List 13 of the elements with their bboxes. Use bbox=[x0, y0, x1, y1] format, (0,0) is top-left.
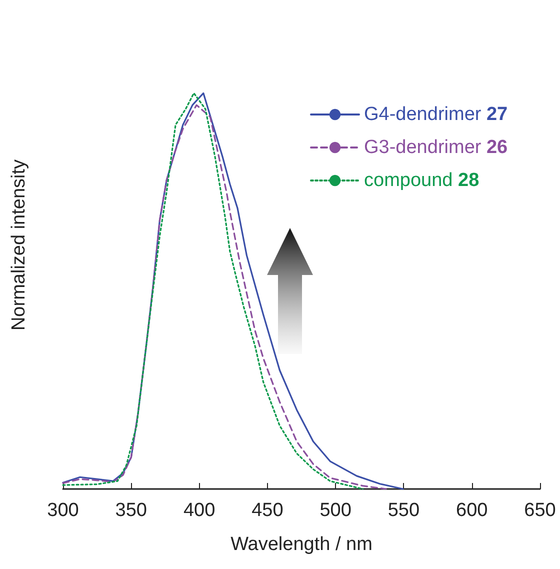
x-tick-label: 650 bbox=[524, 500, 556, 521]
x-tick-label: 400 bbox=[183, 500, 216, 521]
x-axis-title: Wavelength / nm bbox=[230, 534, 372, 555]
y-axis-title: Normalized intensity bbox=[9, 158, 31, 330]
x-tick-label: 500 bbox=[320, 500, 352, 521]
x-tick-label: 600 bbox=[456, 500, 488, 521]
x-tick-label: 300 bbox=[47, 500, 79, 521]
x-tick-label: 350 bbox=[115, 500, 147, 521]
legend-label: G3-dendrimer 26 bbox=[364, 137, 508, 158]
legend-label: compound 28 bbox=[364, 170, 480, 191]
legend-label: G4-dendrimer 27 bbox=[364, 104, 508, 125]
x-tick-label: 450 bbox=[252, 500, 284, 521]
x-tick-label: 550 bbox=[388, 500, 420, 521]
